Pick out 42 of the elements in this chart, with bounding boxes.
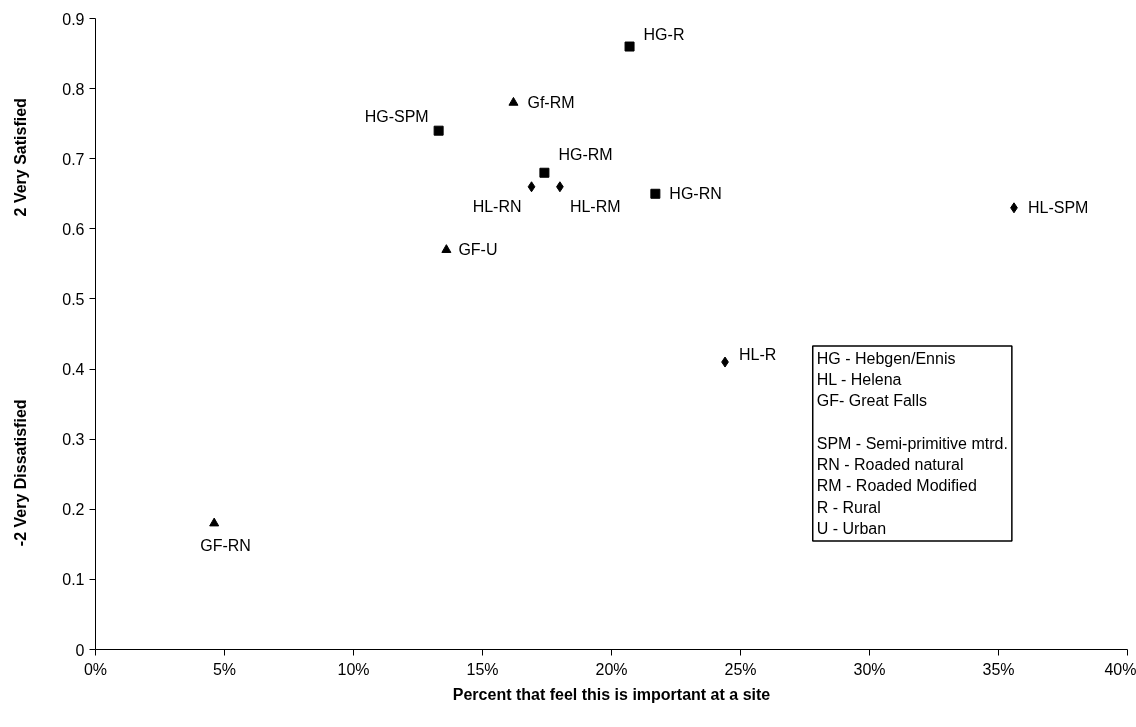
x-tick-label: 10%: [337, 660, 370, 678]
x-tick-label: 40%: [1104, 660, 1136, 678]
annotation: GF-RN: [200, 536, 251, 554]
y-axis-title: 2 Very Satisfied: [12, 98, 29, 217]
point: [433, 125, 444, 136]
x-tick-label: 5%: [212, 660, 237, 678]
y-tick-label: 0.6: [62, 220, 85, 238]
annotation: HL-RN: [472, 198, 522, 216]
point: [508, 96, 519, 106]
point: [539, 167, 550, 178]
y-tick-label: 0: [75, 641, 85, 659]
annotation: HG-R: [643, 26, 685, 44]
point: [441, 244, 452, 253]
point: [527, 181, 536, 193]
x-tick-label: 35%: [982, 660, 1015, 678]
text: HG - Hebgen/Ennis HL - Helena GF- Great Falls SPM - Semi-primitive mtrd. RN - Roaded natural RM - Roaded Modified R - Rural U - Urban: [816, 349, 1008, 537]
y-tick-label: 0.5: [62, 290, 85, 308]
annotation: HG-RN: [669, 185, 722, 203]
point: [209, 517, 220, 527]
y-tick-label: 0.3: [62, 431, 85, 449]
x-tick-label: 25%: [724, 660, 757, 678]
annotation: GF-U: [458, 241, 498, 259]
y-tick-label: 0.8: [62, 80, 85, 98]
x-tick-label: 20%: [595, 660, 628, 678]
text: -2 Very Dissatisfied: [12, 399, 29, 547]
annotation: HL-RM: [569, 198, 621, 216]
annotation: HG-SPM: [364, 108, 429, 126]
x-tick-label: 30%: [853, 660, 886, 678]
y-tick-label: 0.4: [62, 361, 85, 379]
y-tick-label: 0.9: [62, 10, 85, 28]
annotation: HL-SPM: [1027, 199, 1089, 217]
annotation: HL-R: [739, 345, 777, 363]
annotation: HG-RM: [558, 146, 613, 164]
y-tick-label: 0.7: [62, 150, 85, 168]
point: [650, 188, 661, 199]
x-axis-title: Percent that feel this is important at a site: [452, 685, 771, 703]
y-tick-label: 0.1: [62, 571, 85, 589]
annotation: Gf-RM: [527, 94, 575, 112]
point: [624, 41, 635, 52]
x-tick-label: 0%: [83, 660, 108, 678]
x-tick-label: 15%: [466, 660, 499, 678]
y-tick-label: 0.2: [62, 501, 85, 519]
